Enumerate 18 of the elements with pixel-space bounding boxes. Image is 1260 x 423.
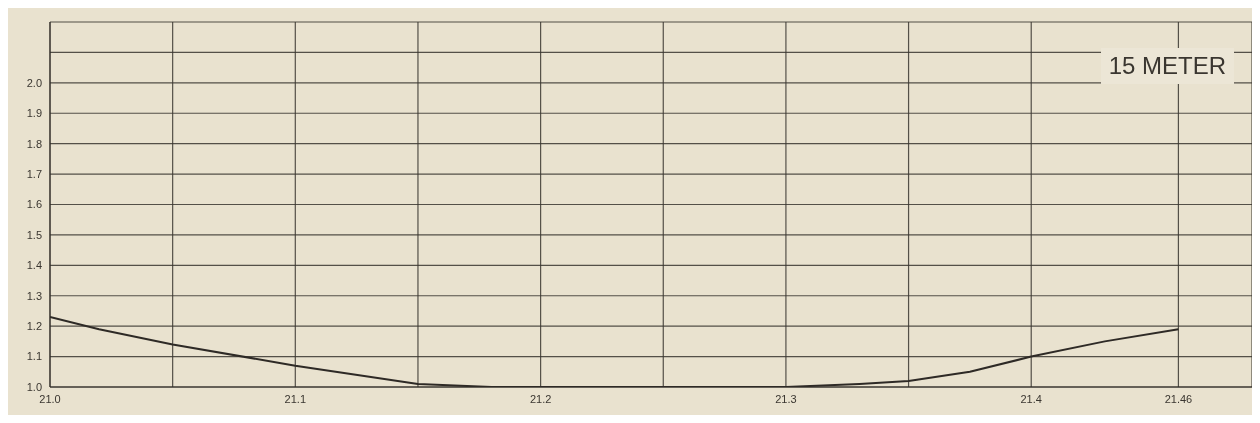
y-tick-label: 1.2 [26,320,42,333]
y-tick-label: 1.9 [26,107,42,120]
x-tick-label: 21.3 [775,392,797,405]
y-tick-label: 1.8 [26,137,42,150]
y-tick-label: 1.4 [26,259,42,272]
y-tick-label: 1.5 [26,228,42,241]
x-tick-label: 21.4 [1020,392,1042,405]
x-tick-label: 21.46 [1164,392,1193,405]
annotation: 15 METER [1100,48,1234,84]
y-tick-label: 1.7 [26,167,42,180]
y-tick-label: 1.3 [26,289,42,302]
x-tick-label: 21.1 [284,392,307,405]
x-tick-label: 21.2 [529,392,552,405]
y-tick-label: 1.0 [26,380,42,393]
y-tick-label: 2.0 [26,76,42,89]
x-tick-label: 21.0 [39,392,61,405]
y-tick-label: 1.1 [26,350,42,363]
y-tick-label: 1.6 [26,198,42,211]
